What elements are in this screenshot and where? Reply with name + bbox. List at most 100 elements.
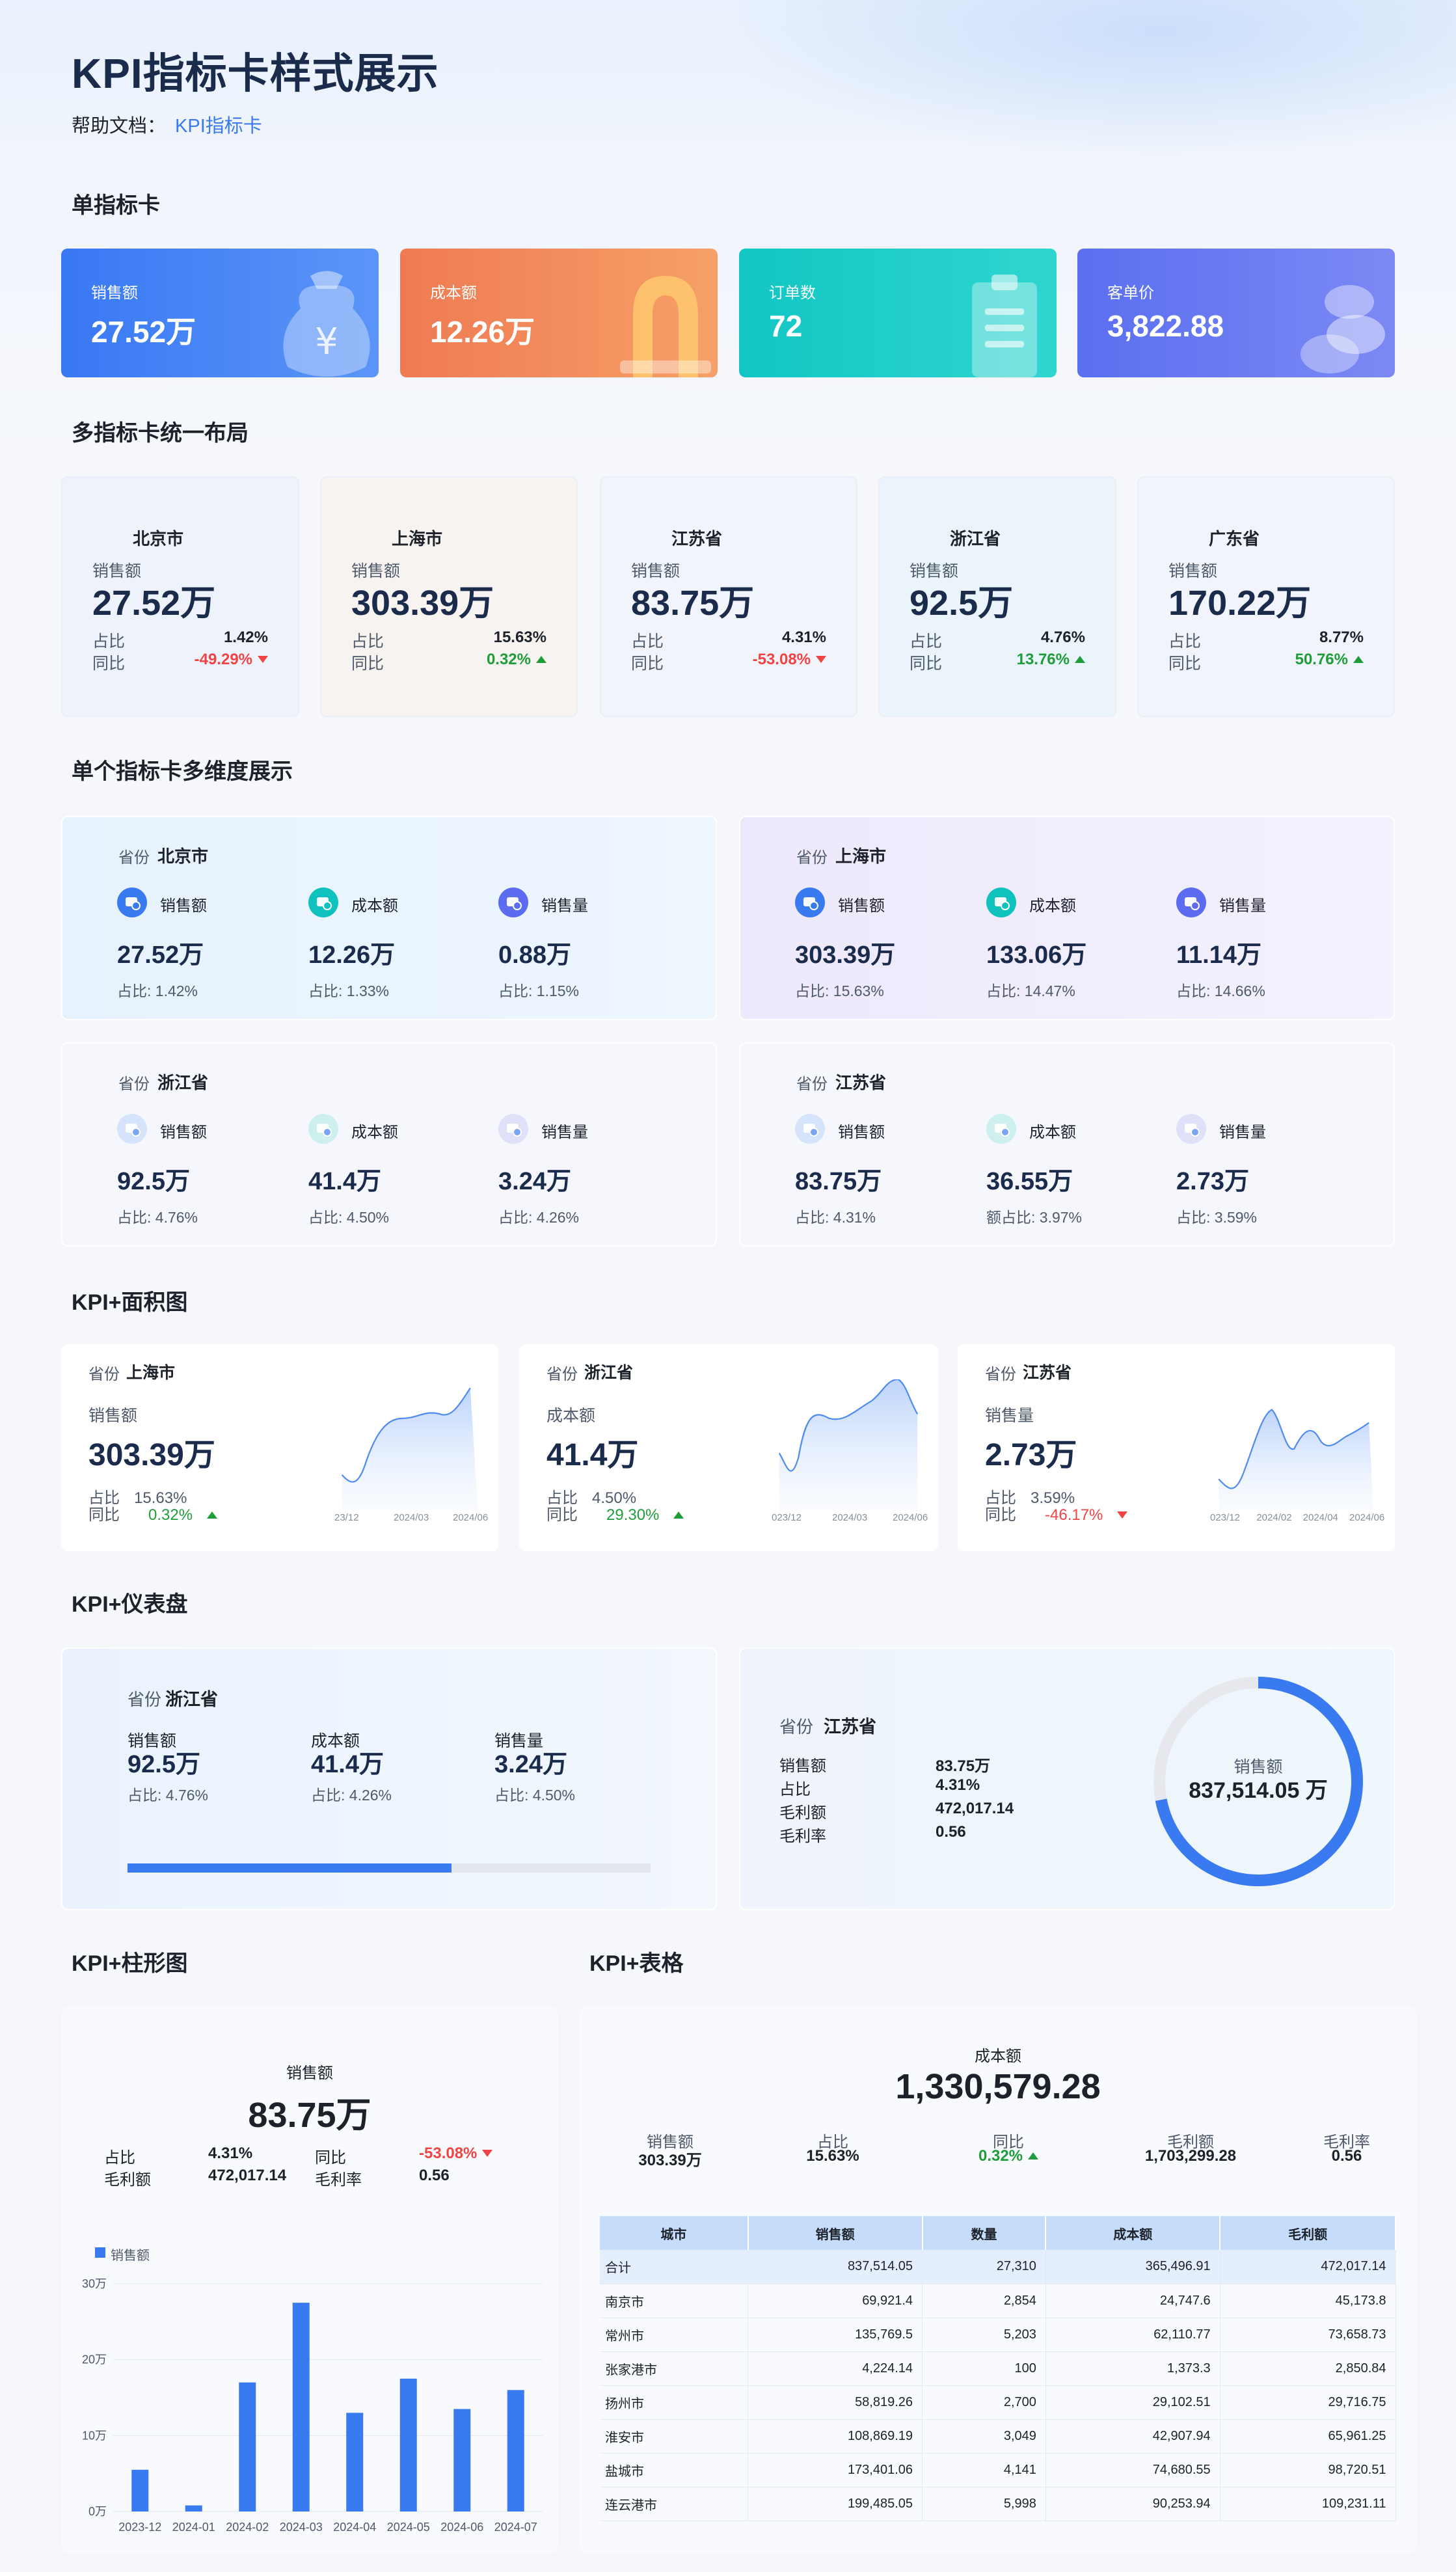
metric-share: 占比: 4.76%: [128, 1787, 208, 1804]
share-row: 占比 15.63%: [88, 1489, 187, 1507]
table-row[interactable]: 盐城市 173,401.06 4,141 74,680.55 98,720.51: [600, 2453, 1396, 2487]
kpi-value: 92.5万: [910, 584, 1014, 623]
multidim-card[interactable]: 省份 江苏省 销售额 83.75万 占比: 4.31% 成本额 36.55万 额占比: 3.9…: [739, 1042, 1395, 1247]
kpi-card-region[interactable]: 广东省 销售额 170.22万 占比 8.77% 同比 50.76%: [1137, 476, 1395, 717]
kpi-label: 销售额: [91, 284, 138, 302]
x-tick-label: 2024-03: [280, 2521, 323, 2534]
x-tick-label: 2024/03: [832, 1512, 868, 1523]
column-header[interactable]: 成本额: [1045, 2216, 1221, 2250]
cost-icon: [308, 1114, 338, 1144]
volume-icon: [498, 1114, 528, 1144]
column-header[interactable]: 数量: [922, 2216, 1047, 2250]
table-row[interactable]: 南京市 69,921.4 2,854 24,747.6 45,173.8: [600, 2284, 1396, 2318]
column-header[interactable]: 城市: [600, 2216, 749, 2250]
magnet-icon: [620, 276, 711, 377]
ring-label: 销售额: [1234, 1758, 1283, 1776]
province-value: 江苏省: [1023, 1364, 1072, 1382]
help-link[interactable]: KPI指标卡: [175, 116, 262, 137]
yoy-value: 0.32%: [134, 1506, 218, 1524]
flag-icon: [912, 527, 933, 543]
kv-value: 0.56: [936, 1823, 966, 1841]
table-row[interactable]: 连云港市 199,485.05 5,998 90,253.94 109,231.11: [600, 2487, 1396, 2521]
metric-value: 133.06万: [986, 941, 1087, 969]
table-card[interactable]: 成本额 1,330,579.28 城市 销售额 数量 成本额 毛利额 合计 837,514.…: [579, 2007, 1417, 2553]
bar: [239, 2382, 256, 2511]
multidim-card[interactable]: 省份 浙江省 销售额 92.5万 占比: 4.76% 成本额 41.4万 占比: 4.50% 销…: [61, 1042, 717, 1247]
area-kpi-card[interactable]: 省份 浙江省 成本额 41.4万 占比 4.50% 同比 29.30% 023/12 2024/…: [519, 1344, 938, 1551]
table-cell: 4,141: [922, 2453, 1046, 2487]
table-cell: 29,716.75: [1220, 2385, 1396, 2420]
kpi-card-unit-price[interactable]: 客单价 3,822.88: [1077, 249, 1395, 377]
bar-card[interactable]: 销售额 83.75万 占比 4.31% 同比 -53.08% 毛利额 472,0…: [61, 2007, 558, 2553]
table-cell: 135,769.5: [748, 2318, 923, 2352]
section-title-multidim: 单个指标卡多维度展示: [72, 759, 293, 784]
province-label: 省份: [779, 1717, 814, 1737]
metric-share: 占比: 4.26%: [498, 1209, 579, 1226]
metric-label: 销售量: [1219, 1124, 1266, 1141]
metric-share: 占比: 4.26%: [311, 1787, 392, 1804]
table-cell: 42,907.94: [1045, 2419, 1220, 2454]
share-label: 占比: [351, 632, 384, 651]
volume-icon: [1176, 887, 1206, 917]
area-kpi-card[interactable]: 省份 江苏省 销售量 2.73万 占比 3.59% 同比 -46.17% 023/12 2024…: [958, 1344, 1395, 1551]
multidim-card[interactable]: 省份 上海市 销售额 303.39万 占比: 15.63% 成本额 133.06万 占比: 1…: [739, 816, 1395, 1020]
kpi-value: 27.52万: [92, 584, 216, 623]
table-cell: 5,998: [922, 2487, 1046, 2521]
table-row[interactable]: 常州市 135,769.5 5,203 62,110.77 73,658.73: [600, 2318, 1396, 2352]
area-sparkline: [1210, 1379, 1373, 1509]
table-row[interactable]: 张家港市 4,224.14 100 1,373.3 2,850.84: [600, 2351, 1396, 2386]
kpi-card-region[interactable]: 北京市 销售额 27.52万 占比 1.42% 同比 -49.29%: [61, 476, 299, 717]
kpi-card-cost[interactable]: 成本额 12.26万: [400, 249, 718, 377]
metric-label: 销售额: [128, 1732, 177, 1750]
kv-label: 占比: [779, 1781, 811, 1798]
kv-value: 83.75万: [936, 1757, 991, 1775]
province-label: 省份: [796, 1076, 828, 1093]
area-sparkline: [334, 1379, 478, 1509]
y-tick-label: 20万: [82, 2353, 107, 2366]
down-arrow-icon: [482, 2150, 493, 2157]
yoy-row: 同比 0.32%: [88, 1502, 218, 1524]
y-tick-label: 0万: [88, 2505, 107, 2518]
area-kpi-card[interactable]: 省份 上海市 销售额 303.39万 占比 15.63% 同比 0.32% 23/12 2024…: [61, 1344, 498, 1551]
kpi-card-region[interactable]: 江苏省 销售额 83.75万 占比 4.31% 同比 -53.08%: [600, 476, 857, 717]
metric-share: 占比: 1.15%: [498, 982, 579, 999]
kpi-card-region[interactable]: 浙江省 销售额 92.5万 占比 4.76% 同比 13.76%: [878, 476, 1116, 717]
down-arrow-icon: [1117, 1511, 1128, 1519]
x-tick-label: 2024/03: [394, 1512, 429, 1523]
cost-icon: [308, 887, 338, 917]
multidim-card[interactable]: 省份 北京市 销售额 27.52万 占比: 1.42% 成本额 12.26万 占比: 1.33…: [61, 816, 717, 1020]
coins-icon: [1301, 285, 1385, 373]
stat-value: 0.56: [1331, 2147, 1362, 2165]
column-header[interactable]: 毛利额: [1220, 2216, 1396, 2250]
metric-value: 3.24万: [494, 1751, 567, 1778]
province-label: 省份: [128, 1690, 162, 1709]
stat-value: 0.32%: [943, 2147, 1073, 2165]
table-row[interactable]: 扬州市 58,819.26 2,700 29,102.51 29,716.75: [600, 2385, 1396, 2420]
volume-icon: [1176, 1114, 1206, 1144]
table-row[interactable]: 淮安市 108,869.19 3,049 42,907.94 65,961.25: [600, 2419, 1396, 2454]
yoy-value: -46.17%: [1031, 1506, 1128, 1524]
column-header[interactable]: 销售额: [748, 2216, 923, 2250]
kpi-card-sales[interactable]: 销售额 27.52万 ¥: [61, 249, 379, 377]
province-label: 省份: [118, 849, 150, 867]
table-total-row[interactable]: 合计 837,514.05 27,310 365,496.91 472,017.14: [600, 2250, 1396, 2284]
gauge-card-left[interactable]: 省份 浙江省 销售额 92.5万 占比: 4.76% 成本额 41.4万 占比: 4.26…: [61, 1647, 717, 1910]
metric-label: 成本额: [311, 1732, 360, 1750]
down-arrow-icon: [816, 656, 826, 663]
bar: [399, 2378, 417, 2511]
kpi-card-orders[interactable]: 订单数 72: [739, 249, 1057, 377]
legend-label[interactable]: 销售额: [111, 2249, 150, 2263]
x-tick-label: 2024-07: [494, 2521, 537, 2534]
ring-fill: [1153, 1677, 1363, 1886]
share-value: 15.63%: [493, 629, 546, 646]
gauge-card-right[interactable]: 省份 江苏省 销售额 837,514.05 万 销售额 83.75万 占比 4.31%…: [739, 1647, 1395, 1910]
section-title-bar: KPI+柱形图: [72, 1951, 188, 1976]
table-cell: 27,310: [922, 2250, 1046, 2284]
table-cell: 199,485.05: [748, 2487, 923, 2521]
table-cell: 365,496.91: [1045, 2250, 1220, 2284]
kpi-label: 成本额: [546, 1407, 596, 1425]
table-cell: 2,700: [922, 2385, 1046, 2420]
page-title: KPI指标卡样式展示: [72, 50, 439, 97]
kpi-card-region[interactable]: 上海市 销售额 303.39万 占比 15.63% 同比 0.32%: [320, 476, 578, 717]
metric-label: 成本额: [351, 897, 398, 915]
